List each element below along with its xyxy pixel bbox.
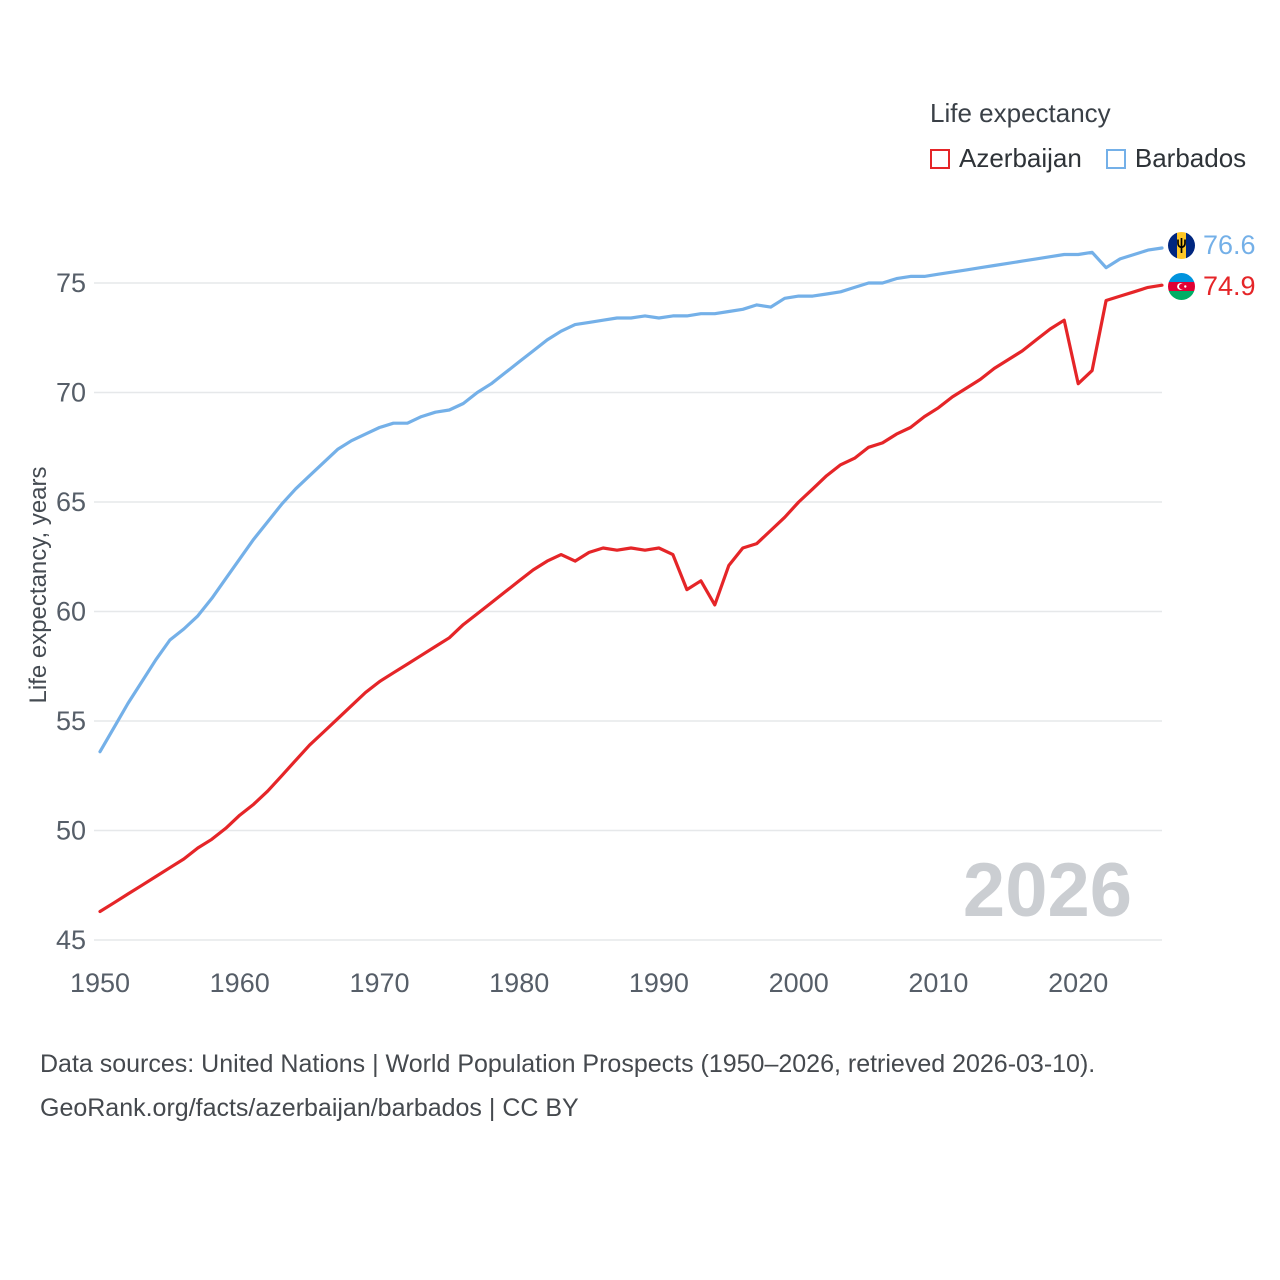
legend: Life expectancy Azerbaijan Barbados: [930, 98, 1246, 174]
y-tick-label: 55: [56, 706, 86, 736]
end-value-azerbaijan: 74.9: [1203, 271, 1256, 301]
y-tick-label: 60: [56, 597, 86, 627]
legend-item-azerbaijan: Azerbaijan: [930, 143, 1082, 174]
y-axis-title: Life expectancy, years: [25, 466, 52, 703]
footer-sources-line: Data sources: United Nations | World Pop…: [40, 1050, 1096, 1078]
y-tick-label: 65: [56, 487, 86, 517]
end-value-barbados: 76.6: [1203, 230, 1256, 260]
end-label-azerbaijan: 74.9: [1168, 271, 1256, 302]
legend-items: Azerbaijan Barbados: [930, 143, 1246, 174]
footer: Data sources: United Nations | World Pop…: [40, 1042, 1095, 1130]
barbados-flag-icon: [1168, 232, 1195, 259]
legend-item-barbados: Barbados: [1105, 143, 1247, 174]
y-tick-label: 50: [56, 816, 86, 846]
y-tick-label: 75: [56, 268, 86, 298]
azerbaijan-swatch-icon: [930, 148, 950, 169]
azerbaijan-flag-icon: [1168, 273, 1195, 300]
barbados-swatch-icon: [1105, 148, 1126, 169]
series-line-barbados: [98, 246, 1164, 754]
x-tick-label: 1990: [629, 968, 689, 998]
end-label-barbados: 76.6: [1168, 230, 1256, 261]
x-tick-label: 2010: [908, 968, 968, 998]
x-tick-label: 1970: [349, 968, 409, 998]
x-tick-label: 1980: [489, 968, 549, 998]
legend-label-azerbaijan: Azerbaijan: [959, 143, 1082, 173]
chart-title: Life expectancy: [930, 98, 1111, 128]
footer-attribution-line: GeoRank.org/facts/azerbaijan/barbados | …: [40, 1094, 579, 1122]
legend-label-barbados: Barbados: [1134, 143, 1247, 173]
x-tick-label: 1960: [210, 968, 270, 998]
y-tick-label: 70: [56, 378, 86, 408]
watermark-year: 2026: [963, 848, 1132, 933]
series-line-azerbaijan: [98, 283, 1164, 914]
x-tick-label: 1950: [70, 968, 130, 998]
x-tick-label: 2020: [1048, 968, 1108, 998]
y-tick-label: 45: [56, 925, 86, 955]
x-tick-label: 2000: [769, 968, 829, 998]
